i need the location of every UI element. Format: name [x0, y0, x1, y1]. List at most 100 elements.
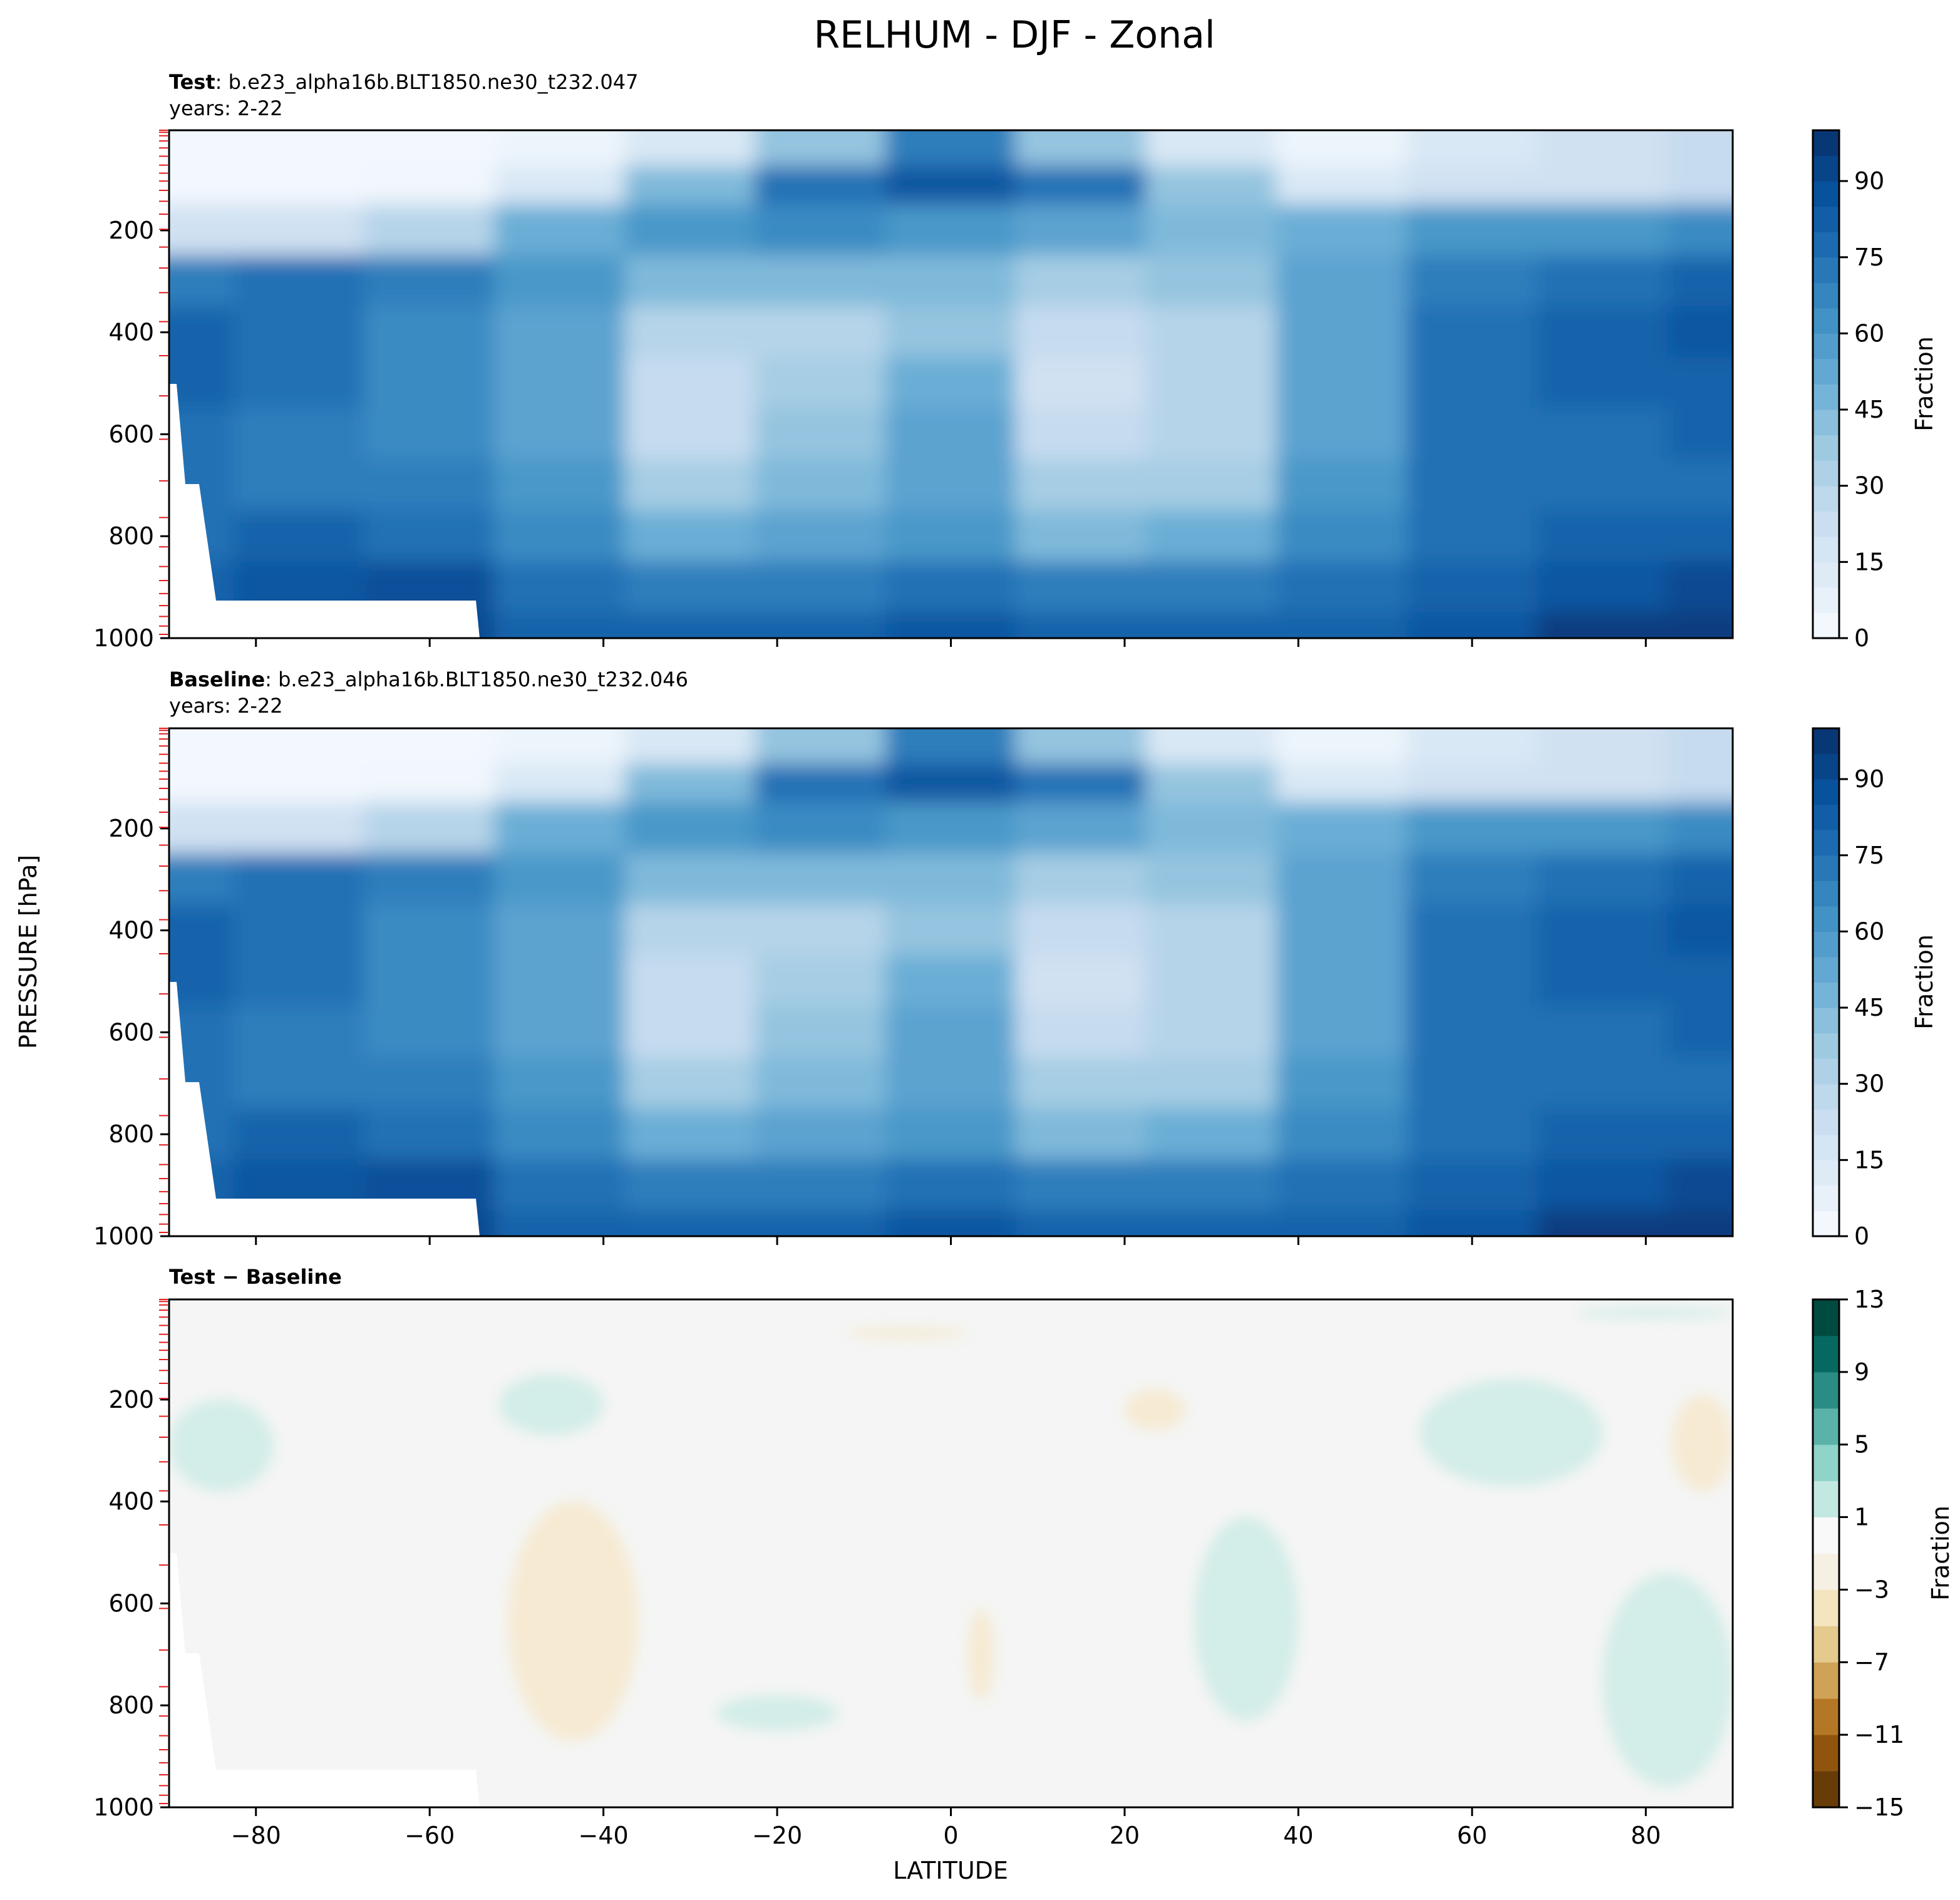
panel-difference-colorbar: −15 −11 −7 −3 1 5 9 13 — [1812, 1286, 1904, 1821]
field-cell — [234, 166, 366, 206]
colorbar-level — [1813, 232, 1839, 258]
colorbar-level — [1813, 880, 1839, 907]
colorbar-level — [1813, 1517, 1839, 1554]
panel-baseline: Baseline: b.e23_alpha16b.BLT1850.ne30_t2… — [93, 668, 1938, 1250]
field-cell — [1145, 1159, 1277, 1212]
field-cell — [234, 357, 366, 410]
field-cell — [755, 764, 887, 804]
field-cell — [624, 802, 756, 855]
anomaly-negative — [1671, 1394, 1733, 1492]
field-cell — [1145, 166, 1277, 206]
colorbar-level — [1813, 1008, 1839, 1034]
colorbar-level — [1813, 830, 1839, 856]
y-tick-label-200: 200 — [108, 217, 154, 244]
field-cell — [1145, 802, 1277, 855]
field-cell — [1276, 357, 1408, 410]
anomaly-negative — [847, 1328, 969, 1339]
field-cell — [624, 612, 756, 638]
field-cell — [885, 510, 1017, 562]
y-tick-label-200: 200 — [108, 815, 154, 842]
field-cell — [169, 255, 235, 307]
colorbar-level — [1813, 779, 1839, 805]
field-cell — [234, 904, 366, 957]
field-cell — [1536, 204, 1668, 257]
field-cell — [755, 728, 887, 766]
field-cell — [1666, 306, 1733, 359]
field-cell — [494, 560, 626, 614]
field-cell — [1145, 904, 1277, 957]
colorbar-level — [1813, 1083, 1839, 1110]
field-cell — [624, 1159, 756, 1212]
field-cell — [1276, 459, 1408, 512]
field-cell — [885, 853, 1017, 906]
field-cell — [1406, 459, 1538, 512]
y-tick-label-600: 600 — [108, 1589, 154, 1617]
colorbar-level — [1813, 753, 1839, 780]
field-cell — [1406, 802, 1538, 855]
colorbar-level — [1813, 1698, 1839, 1735]
field-cell — [1406, 130, 1538, 168]
field-cell — [1536, 1210, 1668, 1236]
field-cell — [624, 1108, 756, 1160]
colorbar-level — [1813, 982, 1839, 1008]
panel-baseline-colorbar-label: Fraction — [1911, 934, 1938, 1030]
field-cell — [1276, 802, 1408, 855]
colorbar-level — [1813, 1444, 1839, 1482]
field-cell — [1406, 357, 1538, 410]
field-cell — [1666, 204, 1733, 257]
field-cell — [624, 560, 756, 614]
colorbar-level — [1813, 257, 1839, 283]
field-cell — [234, 728, 366, 766]
x-tick-label-80: 80 — [1631, 1822, 1661, 1849]
field-cell — [1145, 853, 1277, 906]
field-cell — [1015, 560, 1147, 614]
colorbar-level — [1813, 155, 1839, 182]
field-cell — [494, 204, 626, 257]
field-cell — [1536, 904, 1668, 957]
field-cell — [1666, 802, 1733, 855]
field-cell — [169, 357, 235, 410]
field-cell — [234, 306, 366, 359]
colorbar-frame — [1812, 1298, 1840, 1809]
colorbar-level — [1813, 956, 1839, 983]
panel-difference-title: Test − Baseline — [169, 1265, 342, 1289]
field-cell — [885, 728, 1017, 766]
field-cell — [494, 1057, 626, 1110]
panel-baseline-title: Baseline: b.e23_alpha16b.BLT1850.ne30_t2… — [169, 668, 688, 691]
colorbar-level — [1813, 460, 1839, 487]
field-cell — [364, 1057, 496, 1110]
field-cell — [885, 955, 1017, 1008]
field-cell — [1536, 255, 1668, 307]
field-cell — [364, 408, 496, 461]
field-cell — [1536, 1057, 1668, 1110]
field-cell — [364, 459, 496, 512]
field-cell — [364, 802, 496, 855]
field-cell — [1276, 904, 1408, 957]
colorbar-tick-label-0: 0 — [1854, 624, 1869, 652]
field-cell — [1015, 130, 1147, 168]
anomaly-positive — [1194, 1517, 1299, 1721]
panel-baseline-cells — [169, 728, 1733, 1236]
field-cell — [624, 904, 756, 957]
field-cell — [1536, 306, 1668, 359]
field-cell — [1536, 853, 1668, 906]
colorbar-tick-label-60: 60 — [1854, 319, 1884, 347]
field-cell — [624, 357, 756, 410]
field-cell — [624, 764, 756, 804]
field-cell — [1666, 130, 1733, 168]
field-cell — [1276, 728, 1408, 766]
field-cell — [1276, 510, 1408, 562]
field-cell — [1276, 306, 1408, 359]
colorbar-level — [1813, 1589, 1839, 1626]
field-cell — [624, 166, 756, 206]
colorbar-tick-label--11: −11 — [1854, 1721, 1904, 1748]
field-cell — [1406, 255, 1538, 307]
x-tick-label-40: 40 — [1283, 1822, 1313, 1849]
anomaly-positive — [1420, 1379, 1602, 1487]
field-cell — [1015, 459, 1147, 512]
colorbar-level — [1813, 358, 1839, 385]
field-cell — [494, 1159, 626, 1212]
field-cell — [1406, 204, 1538, 257]
colorbar-level — [1813, 1553, 1839, 1590]
field-cell — [494, 853, 626, 906]
